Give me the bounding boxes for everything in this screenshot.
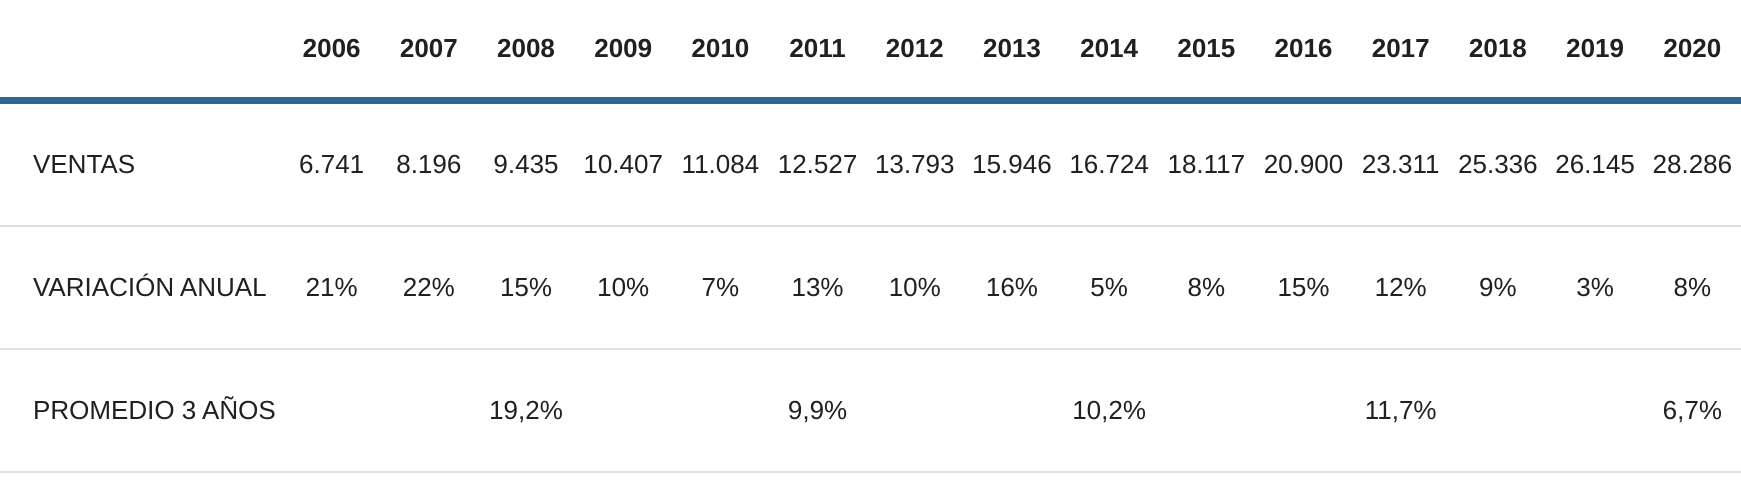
cell: 8% [1643, 226, 1741, 350]
row-label: VENTAS [0, 100, 283, 227]
cell: 28.286 [1643, 100, 1741, 227]
year-header-2013: 2013 [963, 0, 1061, 104]
cell: 22% [380, 226, 478, 350]
cell: 9.435 [477, 100, 575, 227]
cell [380, 349, 478, 473]
cell: 9% [1449, 226, 1547, 350]
cell: 10.407 [574, 100, 672, 227]
cell [283, 349, 381, 473]
cell: 9,9% [768, 349, 867, 473]
cell: 7% [671, 226, 769, 350]
cell: 6.741 [283, 100, 381, 227]
year-header-2015: 2015 [1157, 0, 1255, 104]
cell: 11.084 [671, 100, 769, 227]
cell [671, 349, 769, 473]
cell: 8.196 [380, 100, 478, 227]
cell [574, 349, 672, 473]
cell: 23.311 [1352, 100, 1450, 227]
header-label-spacer [0, 0, 283, 104]
cell: 26.145 [1546, 100, 1644, 227]
table-row: PROMEDIO 3 AÑOS 19,2% 9,9% 10,2% 11,7% 6,7% [0, 349, 1741, 473]
row-label: VARIACIÓN ANUAL [0, 226, 283, 350]
cell [1546, 349, 1644, 473]
cell: 8% [1157, 226, 1255, 350]
table-body: VENTAS 6.741 8.196 9.435 10.407 11.084 12.527 1… [0, 100, 1741, 473]
year-header-2009: 2009 [574, 0, 672, 104]
cell: 25.336 [1449, 100, 1547, 227]
year-header-2016: 2016 [1254, 0, 1353, 104]
cell: 15.946 [963, 100, 1061, 227]
cell [1449, 349, 1547, 473]
cell: 15% [477, 226, 575, 350]
cell: 20.900 [1254, 100, 1353, 227]
year-header-2010: 2010 [671, 0, 769, 104]
cell: 13% [768, 226, 867, 350]
year-header-2020: 2020 [1643, 0, 1741, 104]
year-header-2018: 2018 [1449, 0, 1547, 104]
cell: 10% [866, 226, 964, 350]
cell: 3% [1546, 226, 1644, 350]
year-header-2011: 2011 [768, 0, 867, 104]
cell: 10,2% [1060, 349, 1158, 473]
table-row: VENTAS 6.741 8.196 9.435 10.407 11.084 12.527 1… [0, 100, 1741, 227]
cell [1157, 349, 1255, 473]
cell: 18.117 [1157, 100, 1255, 227]
cell: 16% [963, 226, 1061, 350]
cell [1254, 349, 1353, 473]
year-header-2014: 2014 [1060, 0, 1158, 104]
cell: 5% [1060, 226, 1158, 350]
table-header-row: 2006 2007 2008 2009 2010 2011 2012 2013 2014 2015… [0, 0, 1741, 104]
cell: 10% [574, 226, 672, 350]
table-header: 2006 2007 2008 2009 2010 2011 2012 2013 2014 2015… [0, 0, 1741, 104]
year-header-2019: 2019 [1546, 0, 1644, 104]
year-header-2006: 2006 [283, 0, 381, 104]
row-label: PROMEDIO 3 AÑOS [0, 349, 283, 473]
cell: 12.527 [768, 100, 867, 227]
cell: 6,7% [1643, 349, 1741, 473]
year-header-2017: 2017 [1352, 0, 1450, 104]
cell: 15% [1254, 226, 1353, 350]
cell: 11,7% [1352, 349, 1450, 473]
cell: 12% [1352, 226, 1450, 350]
cell: 21% [283, 226, 381, 350]
table-row: VARIACIÓN ANUAL 21% 22% 15% 10% 7% 13% 10% 16% 5%… [0, 226, 1741, 350]
cell: 19,2% [477, 349, 575, 473]
cell [866, 349, 964, 473]
cell: 13.793 [866, 100, 964, 227]
cell: 16.724 [1060, 100, 1158, 227]
year-header-2012: 2012 [866, 0, 964, 104]
year-header-2007: 2007 [380, 0, 478, 104]
cell [963, 349, 1061, 473]
sales-table: 2006 2007 2008 2009 2010 2011 2012 2013 2014 2015… [0, 0, 1741, 473]
year-header-2008: 2008 [477, 0, 575, 104]
